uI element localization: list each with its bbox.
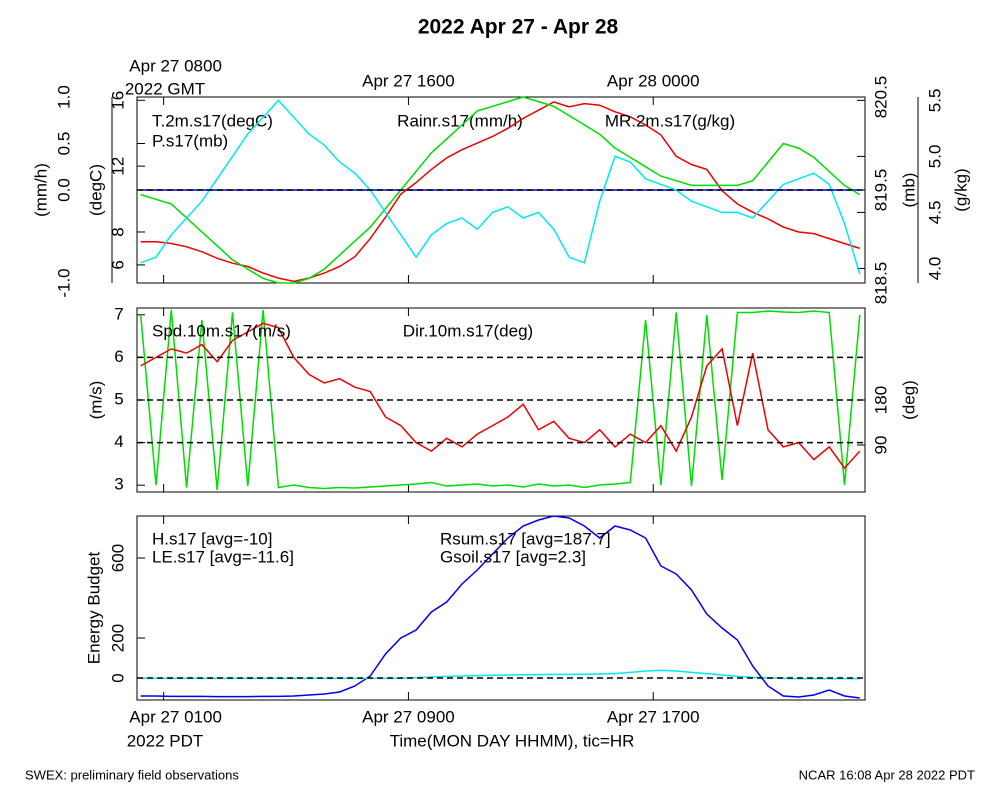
y-tick-label: 4.5 — [925, 201, 944, 225]
y-tick-label: 1.0 — [54, 85, 73, 109]
y-tick-label: 5.5 — [925, 89, 944, 113]
y-tick-label: 8 — [108, 227, 127, 236]
y-tick-label: 90 — [871, 436, 890, 455]
series-line — [140, 515, 860, 699]
y-tick-label: 6 — [114, 347, 123, 366]
y-tick-label: -1.0 — [54, 268, 73, 297]
x-tick-label: Apr 27 0900 — [362, 707, 455, 726]
x-axis-label: Time(MON DAY HHMM), tic=HR — [390, 731, 635, 750]
legend-label: P.s17(mb) — [152, 131, 228, 150]
legend-label: Spd.10m.s17(m/s) — [152, 321, 291, 340]
legend-label: Rsum.s17 [avg=187.7] — [440, 529, 611, 548]
y-tick-label: 600 — [108, 544, 127, 572]
y-tick-label: 6 — [108, 260, 127, 269]
y-tick-label: 5 — [114, 389, 123, 408]
y-axis-label: (deg) — [899, 380, 918, 420]
x-sublabel: 2022 PDT — [127, 731, 204, 750]
series-line — [140, 101, 861, 283]
y-axis-label: (degC) — [86, 164, 105, 216]
legend-label: Gsoil.s17 [avg=2.3] — [440, 547, 586, 566]
y-tick-label: 820.5 — [871, 76, 890, 119]
y-axis-label: (mm/h) — [31, 163, 50, 217]
y-tick-label: 16 — [108, 91, 127, 110]
y-tick-label: 4 — [114, 432, 123, 451]
y-axis-label: (m/s) — [86, 381, 105, 420]
y-tick-label: 819.5 — [871, 169, 890, 212]
chart-title: 2022 Apr 27 - Apr 28 — [418, 16, 619, 39]
footer-right: NCAR 16:08 Apr 28 2022 PDT — [799, 767, 975, 782]
x2-tick-label: Apr 27 1600 — [362, 71, 455, 90]
legend-label: T.2m.s17(degC) — [152, 111, 273, 130]
y-tick-label: 0.5 — [54, 132, 73, 156]
x-tick-label: Apr 27 0100 — [129, 707, 222, 726]
series-line — [140, 96, 861, 284]
y-axis-label: Energy Budget — [84, 551, 103, 664]
y-tick-label: 818.5 — [871, 262, 890, 305]
x2-tick-label: Apr 28 0000 — [607, 71, 700, 90]
y-tick-label: 180 — [871, 386, 890, 414]
x-tick-label: Apr 27 1700 — [607, 707, 700, 726]
y-axis-label: (g/kg) — [951, 168, 970, 211]
y-tick-label: 7 — [114, 304, 123, 323]
y-tick-label: 0.0 — [54, 178, 73, 202]
legend-label: Dir.10m.s17(deg) — [403, 321, 533, 340]
y-tick-label: 5.0 — [925, 145, 944, 169]
legend-label: LE.s17 [avg=-11.6] — [152, 547, 294, 566]
y-tick-label: 4.0 — [925, 257, 944, 281]
series-line — [140, 322, 861, 470]
series-line — [140, 99, 861, 275]
series-line — [139, 309, 861, 491]
legend-label: MR.2m.s17(g/kg) — [605, 111, 735, 130]
plot-frame — [136, 515, 866, 701]
y-axis-label: (mb) — [899, 173, 918, 208]
y-tick-label: 12 — [108, 157, 127, 176]
legend-label: Rainr.s17(mm/h) — [397, 111, 523, 130]
x2-tick-label: Apr 27 0800 — [129, 56, 222, 75]
x2-sublabel: 2022 GMT — [125, 79, 205, 98]
footer-left: SWEX: preliminary field observations — [25, 767, 239, 782]
y-tick-label: 200 — [108, 624, 127, 652]
y-tick-label: 3 — [114, 475, 123, 494]
legend-label: H.s17 [avg=-10] — [152, 529, 273, 548]
y-tick-label: 0 — [108, 673, 127, 682]
